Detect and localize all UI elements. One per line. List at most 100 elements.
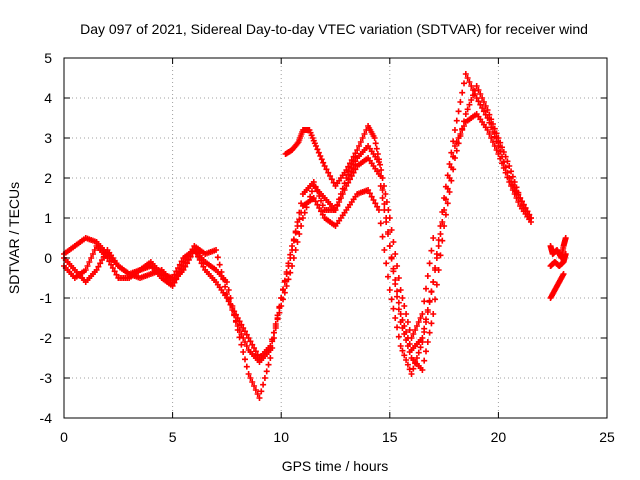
data-point bbox=[265, 361, 272, 368]
data-point bbox=[346, 160, 353, 167]
data-point bbox=[421, 357, 428, 364]
data-point bbox=[421, 325, 428, 332]
data-point bbox=[379, 175, 386, 181]
data-point bbox=[238, 321, 245, 328]
data-point bbox=[473, 95, 480, 101]
data-point bbox=[359, 135, 366, 141]
data-point bbox=[176, 269, 183, 276]
y-tick-label: 5 bbox=[44, 50, 52, 66]
data-point bbox=[437, 231, 444, 237]
data-point bbox=[451, 127, 458, 133]
data-point bbox=[95, 263, 102, 270]
data-point bbox=[504, 158, 511, 165]
data-point bbox=[374, 203, 381, 210]
data-point bbox=[254, 351, 261, 358]
data-point bbox=[491, 143, 498, 149]
data-point bbox=[189, 246, 196, 253]
data-point bbox=[421, 298, 428, 305]
data-point bbox=[432, 296, 439, 303]
data-point bbox=[346, 168, 353, 175]
data-point bbox=[365, 187, 372, 193]
data-point bbox=[93, 267, 100, 273]
data-point bbox=[352, 150, 359, 157]
data-point bbox=[229, 307, 236, 313]
data-point bbox=[169, 275, 176, 281]
data-point bbox=[281, 279, 288, 285]
data-point bbox=[430, 279, 437, 285]
data-point bbox=[426, 260, 433, 267]
series-track-3 bbox=[282, 123, 437, 341]
data-point bbox=[384, 231, 391, 237]
data-point bbox=[428, 247, 435, 254]
data-point bbox=[401, 303, 408, 309]
y-tick-label: 3 bbox=[44, 130, 52, 146]
data-point bbox=[404, 319, 411, 325]
data-point bbox=[287, 269, 294, 276]
data-point bbox=[176, 261, 183, 268]
data-point bbox=[493, 147, 500, 153]
data-point bbox=[287, 255, 294, 261]
data-point bbox=[247, 375, 254, 381]
data-point bbox=[290, 237, 297, 244]
data-point bbox=[392, 277, 399, 283]
data-point bbox=[82, 267, 89, 273]
data-point bbox=[464, 75, 471, 81]
data-point bbox=[261, 375, 268, 381]
data-point bbox=[475, 87, 482, 93]
x-tick-label: 10 bbox=[273, 429, 289, 445]
data-point bbox=[446, 175, 453, 181]
data-point bbox=[444, 200, 451, 207]
data-point bbox=[461, 123, 468, 129]
data-point bbox=[384, 273, 391, 280]
data-point bbox=[444, 185, 451, 192]
data-point bbox=[245, 335, 252, 341]
data-point bbox=[106, 258, 113, 265]
y-tick-label: -2 bbox=[40, 330, 53, 346]
data-point bbox=[430, 235, 437, 241]
x-tick-label: 0 bbox=[60, 429, 68, 445]
data-point bbox=[88, 255, 95, 261]
data-point bbox=[395, 306, 402, 313]
data-point bbox=[242, 328, 248, 335]
data-point bbox=[214, 254, 221, 261]
data-point bbox=[464, 106, 471, 113]
data-point bbox=[225, 287, 232, 293]
data-point bbox=[486, 111, 493, 118]
data-point bbox=[272, 321, 279, 327]
data-point bbox=[283, 283, 290, 289]
data-point bbox=[171, 271, 178, 278]
data-point bbox=[361, 131, 368, 137]
data-point bbox=[343, 167, 350, 173]
data-point bbox=[453, 147, 460, 154]
data-point bbox=[462, 111, 469, 117]
data-point bbox=[515, 199, 522, 205]
data-point bbox=[397, 287, 404, 293]
data-point bbox=[495, 151, 502, 157]
data-point bbox=[232, 317, 239, 324]
data-point bbox=[305, 199, 312, 205]
data-point bbox=[475, 98, 482, 105]
data-point bbox=[343, 175, 350, 181]
data-point bbox=[352, 158, 359, 165]
data-point bbox=[321, 163, 328, 169]
data-point bbox=[506, 163, 513, 169]
data-point bbox=[439, 219, 446, 225]
data-point bbox=[314, 201, 321, 208]
data-point bbox=[383, 260, 390, 267]
data-point bbox=[298, 200, 305, 207]
data-point bbox=[424, 273, 431, 279]
data-point bbox=[320, 159, 327, 166]
data-point bbox=[423, 285, 429, 292]
data-point bbox=[332, 207, 339, 213]
data-point bbox=[216, 261, 223, 268]
data-point bbox=[184, 256, 191, 263]
data-point bbox=[394, 288, 401, 295]
data-point bbox=[236, 327, 243, 333]
data-point bbox=[182, 259, 189, 266]
data-point bbox=[433, 255, 440, 261]
data-point bbox=[500, 165, 507, 171]
data-point bbox=[339, 191, 346, 197]
data-point bbox=[86, 259, 93, 265]
data-point bbox=[270, 329, 277, 336]
y-tick-label: -1 bbox=[40, 290, 53, 306]
